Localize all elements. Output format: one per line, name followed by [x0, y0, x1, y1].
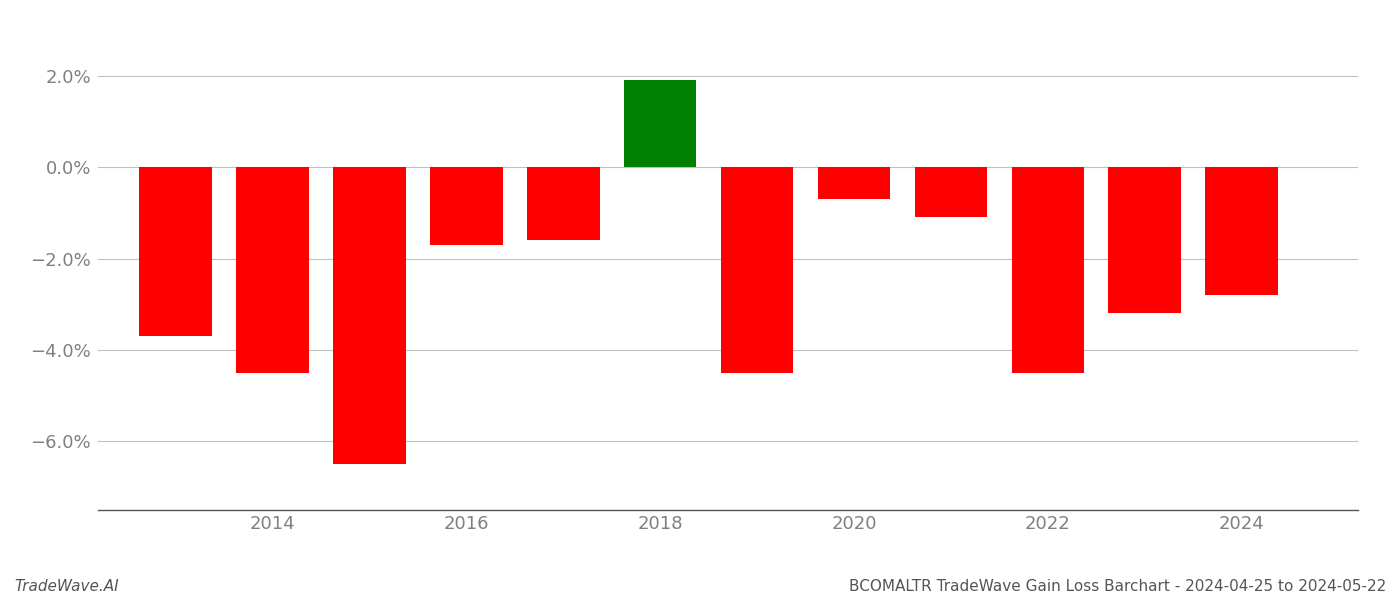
Bar — [1011, 167, 1084, 373]
Bar — [139, 167, 211, 336]
Bar — [1109, 167, 1182, 313]
Bar — [526, 167, 599, 240]
Text: TradeWave.AI: TradeWave.AI — [14, 579, 119, 594]
Bar — [914, 167, 987, 217]
Text: BCOMALTR TradeWave Gain Loss Barchart - 2024-04-25 to 2024-05-22: BCOMALTR TradeWave Gain Loss Barchart - … — [848, 579, 1386, 594]
Bar — [624, 80, 696, 167]
Bar — [237, 167, 309, 373]
Bar — [1205, 167, 1278, 295]
Bar — [721, 167, 794, 373]
Bar — [333, 167, 406, 464]
Bar — [430, 167, 503, 245]
Bar — [818, 167, 890, 199]
